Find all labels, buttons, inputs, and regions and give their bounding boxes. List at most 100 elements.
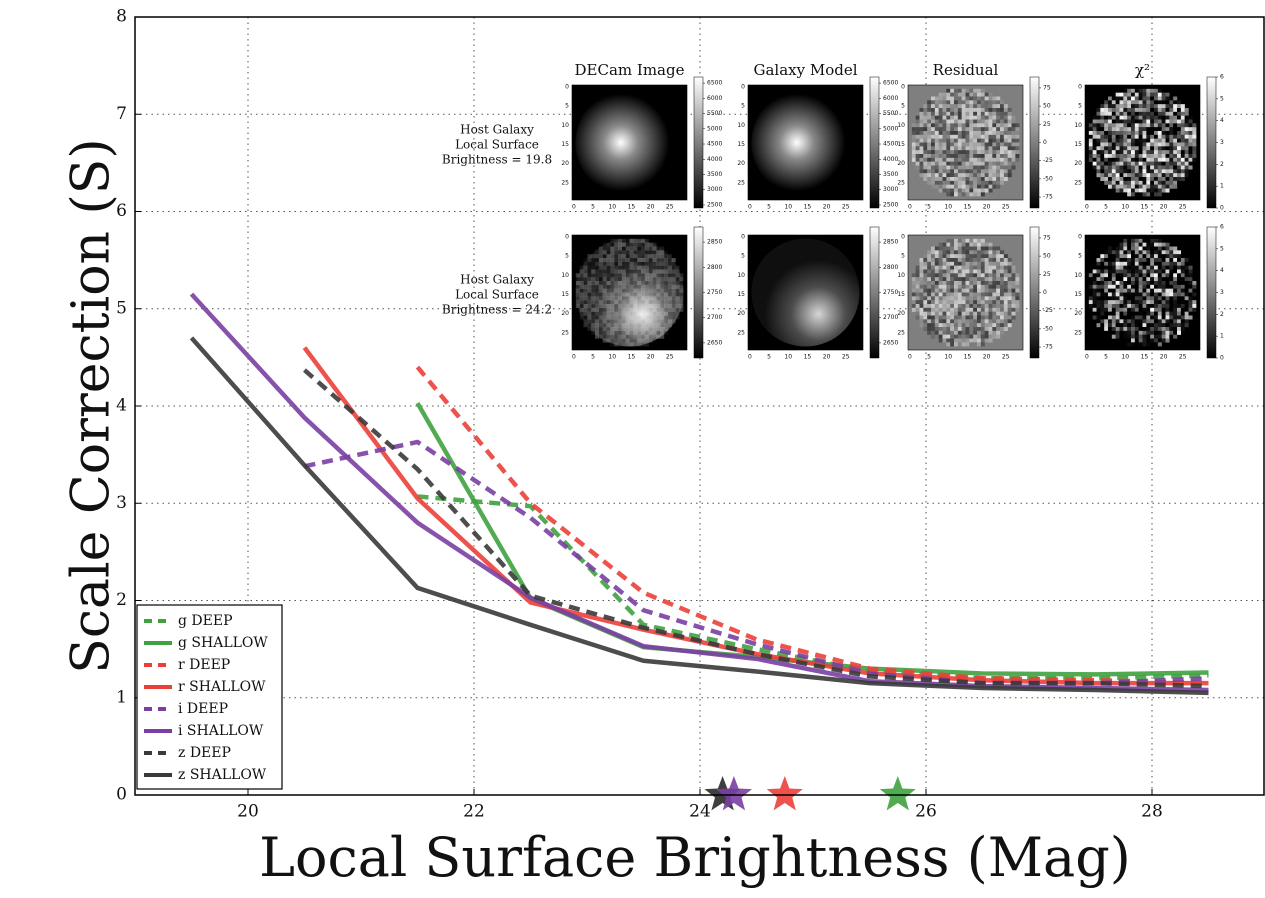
image-pixel [965,92,970,97]
image-pixel [1169,311,1174,316]
image-pixel [1154,108,1159,113]
image-pixel [984,92,989,97]
image-pixel [1092,115,1097,120]
image-pixel [931,323,936,328]
image-pixel [641,273,646,278]
image-pixel [1123,342,1128,347]
image-pixel [1169,180,1174,185]
image-pixel [1157,327,1162,332]
image-pixel [923,281,928,286]
image-pixel [973,184,978,189]
image-pixel [927,146,932,151]
image-pixel [931,311,936,316]
colorbar-tick-label: 75 [1043,234,1051,241]
image-pixel [1154,154,1159,159]
image-pixel [927,142,932,147]
image-pixel [973,88,978,93]
image-pixel [946,119,951,124]
image-pixel [915,157,920,162]
image-pixel [969,154,974,159]
image-pixel [911,123,916,128]
image-pixel [648,269,653,274]
image-pixel [1111,115,1116,120]
image-pixel [1150,338,1155,343]
image-pixel [614,330,619,335]
image-pixel [1007,119,1012,124]
image-pixel [606,334,611,339]
image-pixel [931,277,936,282]
image-pixel [1184,138,1189,143]
image-pixel [1127,177,1132,182]
image-pixel [950,146,955,151]
colorbar-tick-label: 2800 [707,264,722,271]
image-pixel [1003,288,1008,293]
image-pixel [923,277,928,282]
image-pixel [606,288,611,293]
image-pixel [1134,150,1139,155]
image-pixel [946,284,951,289]
image-pixel [1184,319,1189,324]
image-pixel [1134,169,1139,174]
image-pixel [598,246,603,251]
image-pixel [1192,123,1197,128]
image-pixel [1134,273,1139,278]
image-pixel [641,323,646,328]
image-pixel [957,169,962,174]
image-pixel [1161,323,1166,328]
image-pixel [1180,265,1185,270]
image-pixel [1169,273,1174,278]
image-pixel [1108,296,1113,301]
image-pixel [984,146,989,151]
image-pixel [1111,330,1116,335]
image-pixel [595,247,599,251]
image-pixel [1131,342,1136,347]
image-pixel [625,315,630,320]
image-pixel [931,161,936,166]
image-pixel [1100,142,1105,147]
image-pixel [621,292,626,297]
image-pixel [1173,307,1178,312]
image-pixel [1177,150,1182,155]
image-pixel [950,111,955,116]
image-pixel [988,338,993,343]
image-pixel [927,131,932,136]
image-pixel [965,261,970,266]
colorbar-tick-label: 0 [1220,355,1224,362]
image-pixel [942,334,947,339]
image-pixel [1180,273,1185,278]
image-pixel [942,258,947,263]
image-pixel [1123,265,1128,270]
image-pixel [961,180,966,185]
image-pixel [1146,115,1151,120]
image-pixel [1173,119,1178,124]
image-pixel [973,192,978,197]
image-pixel [1177,277,1182,282]
image-pixel [1096,119,1101,124]
image-pixel [988,315,993,320]
image-pixel [1146,307,1151,312]
image-pixel [637,300,641,304]
image-pixel [618,258,623,263]
image-pixel [629,327,634,332]
image-pixel [1003,161,1008,166]
image-pixel [1161,254,1166,259]
image-pixel [1177,154,1182,159]
image-pixel [1096,161,1101,166]
image-pixel [927,169,932,174]
image-pixel [957,258,962,263]
image-pixel [1165,157,1170,162]
image-pixel [1108,123,1113,128]
image-pixel [996,150,1001,155]
image-pixel [602,284,607,289]
image-pixel [1115,300,1120,305]
image-pixel [938,157,943,162]
image-pixel [977,119,982,124]
image-y-tick-label: 25 [1074,329,1082,336]
image-pixel [633,300,638,305]
image-pixel [1161,338,1166,343]
image-pixel [1092,300,1097,305]
image-pixel [584,258,588,262]
image-pixel [648,323,653,328]
image-pixel [931,284,936,289]
image-pixel [1104,273,1109,278]
